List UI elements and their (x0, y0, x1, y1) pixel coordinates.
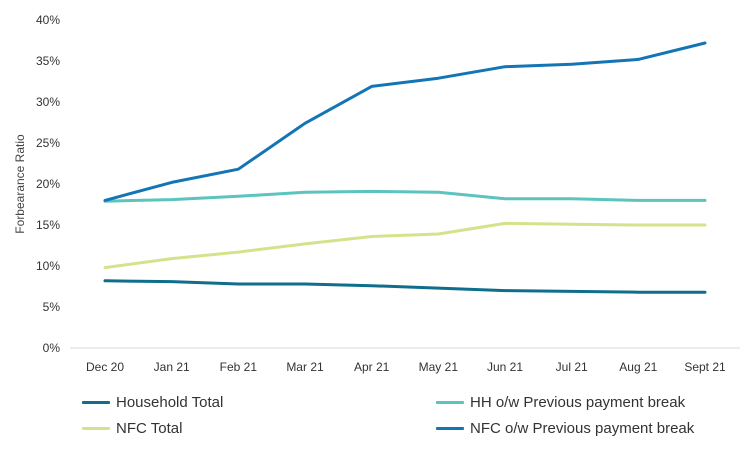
series-line-hh-o-w-previous-payment-break (103, 189, 707, 203)
legend-swatch-hh-previous-payment-break (436, 400, 464, 404)
series-line-nfc-total (103, 221, 707, 270)
x-tick-label: Apr 21 (354, 360, 390, 374)
series-lines (103, 41, 707, 294)
x-tick-label: Mar 21 (286, 360, 324, 374)
y-tick-label: 25% (36, 136, 60, 150)
legend-swatch-nfc-previous-payment-break (436, 426, 464, 430)
x-tick-label: Sept 21 (684, 360, 726, 374)
legend-label-nfc-previous-payment-break: NFC o/w Previous payment break (470, 419, 695, 437)
y-tick-label: 40% (36, 13, 60, 27)
series-line-household-total (103, 279, 707, 294)
x-tick-label: Feb 21 (220, 360, 258, 374)
legend-label-household-total: Household Total (116, 393, 224, 411)
x-tick-label: Jun 21 (487, 360, 523, 374)
y-tick-label: 15% (36, 218, 60, 232)
legend-item-nfc-previous-payment-break: NFC o/w Previous payment break (436, 416, 694, 440)
legend-item-hh-previous-payment-break: HH o/w Previous payment break (436, 390, 685, 414)
y-axis: 0% 5% 10% 15% 20% 25% 30% 35% 40% (36, 13, 60, 355)
y-tick-label: 10% (36, 259, 60, 273)
x-tick-label: Jan 21 (154, 360, 190, 374)
y-tick-label: 20% (36, 177, 60, 191)
x-tick-label: Dec 20 (86, 360, 124, 374)
legend-label-nfc-total: NFC Total (116, 419, 183, 437)
legend-item-household-total: Household Total (82, 390, 223, 414)
line-chart: 0% 5% 10% 15% 20% 25% 30% 35% 40% Dec 20 Jan 21 Fe… (13, 13, 740, 374)
legend: Household Total HH o/w Previous payment … (0, 388, 756, 450)
legend-swatch-nfc-total (82, 426, 110, 430)
series-line-nfc-o-w-previous-payment-break (103, 41, 707, 202)
legend-swatch-household-total (82, 400, 110, 404)
legend-label-hh-previous-payment-break: HH o/w Previous payment break (470, 393, 686, 411)
y-axis-label: Forbearance Ratio (13, 134, 27, 234)
y-tick-label: 35% (36, 54, 60, 68)
y-tick-label: 30% (36, 95, 60, 109)
y-tick-label: 5% (43, 300, 61, 314)
x-tick-label: May 21 (419, 360, 459, 374)
y-tick-label: 0% (43, 341, 61, 355)
x-tick-label: Aug 21 (619, 360, 657, 374)
x-axis: Dec 20 Jan 21 Feb 21 Mar 21 Apr 21 May 21 Jun … (70, 347, 740, 374)
legend-item-nfc-total: NFC Total (82, 416, 182, 440)
x-tick-label: Jul 21 (556, 360, 588, 374)
